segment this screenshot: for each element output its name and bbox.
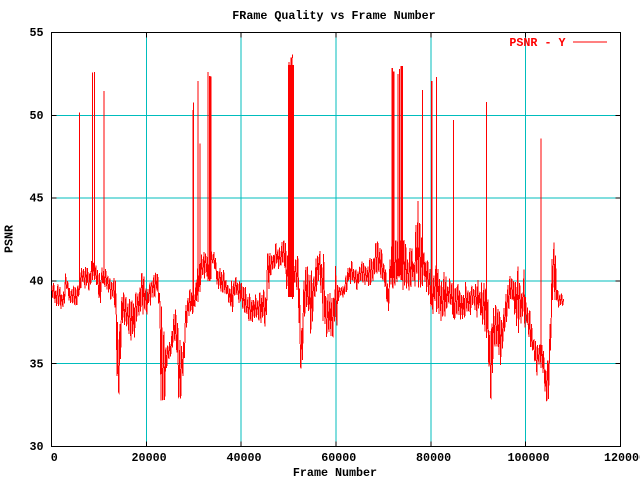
svg-text:40: 40 [29, 275, 43, 289]
svg-text:80000: 80000 [416, 451, 451, 465]
svg-text:20000: 20000 [132, 451, 167, 465]
svg-text:40000: 40000 [226, 451, 261, 465]
svg-text:55: 55 [29, 26, 43, 40]
svg-text:120000: 120000 [604, 451, 640, 465]
svg-text:60000: 60000 [321, 451, 356, 465]
svg-text:PSNR - Y: PSNR - Y [509, 36, 565, 50]
svg-text:100000: 100000 [507, 451, 549, 465]
svg-text:45: 45 [29, 192, 43, 206]
svg-text:30: 30 [29, 440, 43, 454]
svg-text:PSNR: PSNR [3, 225, 17, 253]
svg-text:Frame Number: Frame Number [293, 466, 377, 480]
svg-text:35: 35 [29, 357, 43, 371]
svg-text:50: 50 [29, 109, 43, 123]
svg-text:FRame Quality vs Frame Number: FRame Quality vs Frame Number [232, 9, 435, 23]
svg-text:0: 0 [51, 451, 58, 465]
